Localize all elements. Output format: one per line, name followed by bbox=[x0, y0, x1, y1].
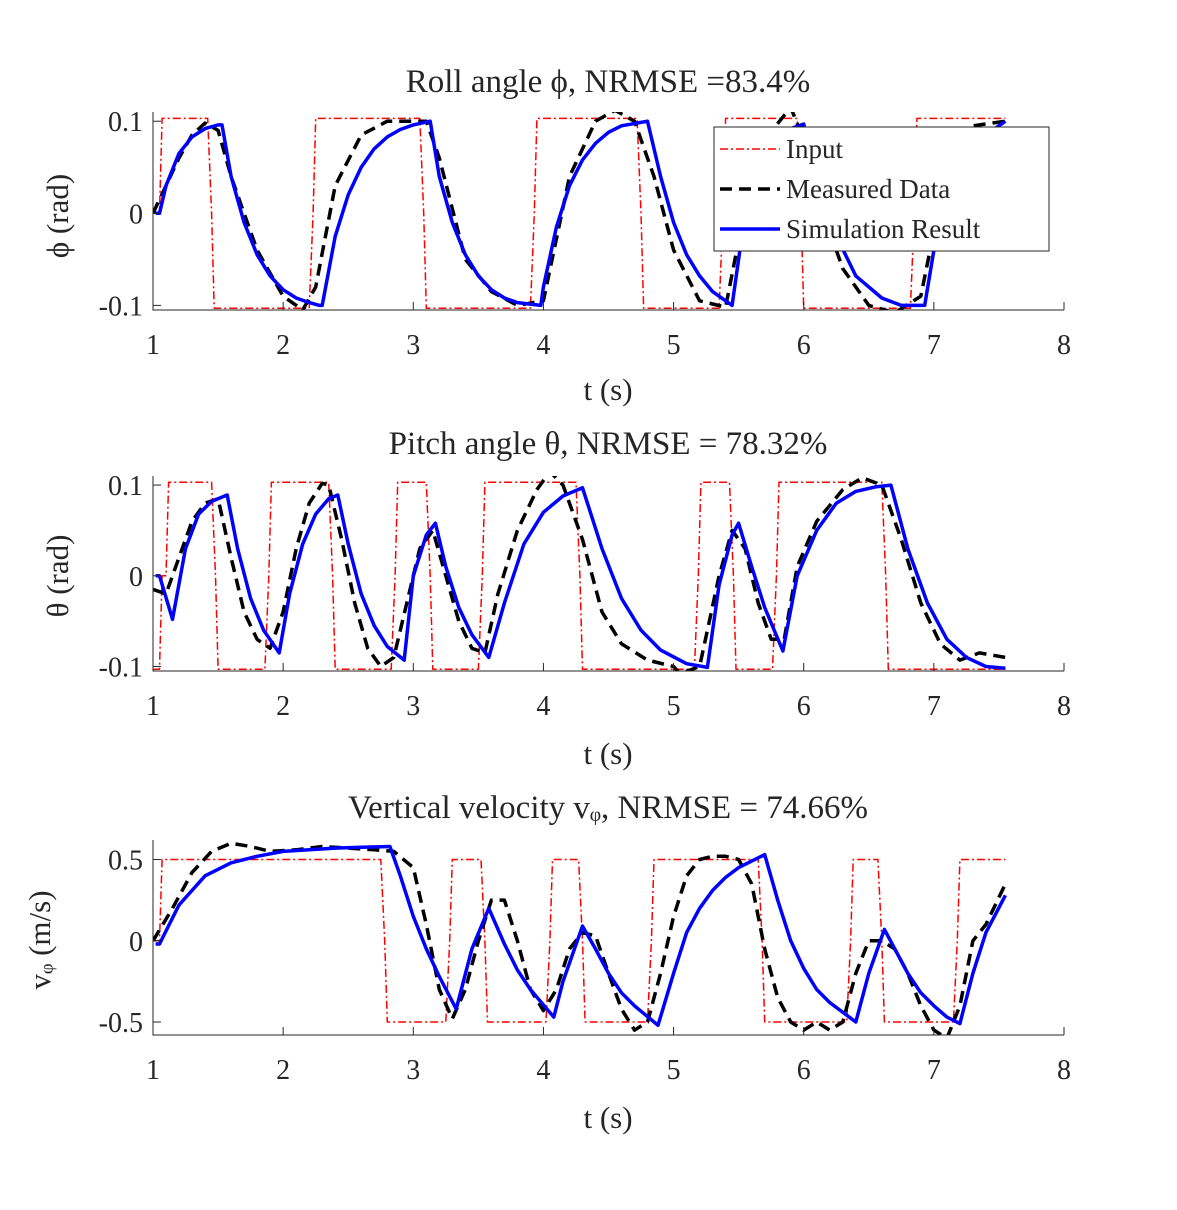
x-tick-label: 7 bbox=[927, 691, 941, 722]
y-tick-label: -0.5 bbox=[99, 1008, 143, 1039]
series-line-simulation-result bbox=[155, 844, 1007, 1028]
y-tick-label: -0.1 bbox=[99, 291, 143, 322]
x-tick-label: 8 bbox=[1057, 330, 1071, 361]
series-line-measured-data bbox=[153, 841, 1007, 1035]
y-axis-label: vᵩ (m/s) bbox=[22, 890, 57, 989]
x-tick-label: 2 bbox=[276, 1055, 290, 1086]
chart-title: Vertical velocity vᵩ, NRMSE = 74.66% bbox=[348, 790, 868, 826]
series-line-input bbox=[153, 117, 1006, 309]
series-line-input bbox=[153, 858, 1006, 1023]
chart-title: Roll angle ϕ, NRMSE =83.4% bbox=[406, 64, 810, 100]
x-tick-label: 2 bbox=[276, 330, 290, 361]
x-tick-label: 2 bbox=[276, 691, 290, 722]
series-line-input bbox=[153, 481, 1006, 670]
y-tick-label: 0 bbox=[129, 562, 143, 593]
x-tick-label: 8 bbox=[1057, 691, 1071, 722]
y-tick-label: 0.5 bbox=[108, 846, 143, 877]
x-tick-label: 1 bbox=[146, 330, 160, 361]
x-tick-label: 1 bbox=[146, 1055, 160, 1086]
x-axis-label: t (s) bbox=[583, 1100, 632, 1135]
x-tick-label: 3 bbox=[406, 691, 420, 722]
subplot-vertical-velocity: Vertical velocity vᵩ, NRMSE = 74.66% 1 2 3… bbox=[22, 790, 1071, 1135]
x-tick-label: 3 bbox=[406, 1055, 420, 1086]
y-tick-label: 0 bbox=[129, 927, 143, 958]
x-tick-label: 7 bbox=[927, 330, 941, 361]
x-tick-label: 6 bbox=[797, 330, 811, 361]
legend: Input Measured Data Simulation Result bbox=[713, 126, 1050, 252]
y-tick-label: 0.1 bbox=[108, 471, 143, 502]
x-tick-label: 4 bbox=[536, 330, 550, 361]
x-axis-label: t (s) bbox=[583, 372, 632, 407]
y-axis-label: θ (rad) bbox=[40, 535, 75, 618]
x-tick-label: 5 bbox=[667, 691, 681, 722]
subplot-pitch: Pitch angle θ, NRMSE = 78.32% 1 2 3 4 5 6 7 8 -0… bbox=[40, 426, 1071, 771]
subplot-roll: Roll angle ϕ, NRMSE =83.4% 1 2 3 4 5 6 7 8 -0.1 0… bbox=[40, 64, 1071, 407]
plot-area: 1 2 3 4 5 6 7 8 -0.5 0 0.5 bbox=[99, 840, 1071, 1086]
y-tick-label: -0.1 bbox=[99, 652, 143, 683]
x-tick-label: 3 bbox=[406, 330, 420, 361]
x-tick-label: 4 bbox=[536, 1055, 550, 1086]
series-line-simulation-result bbox=[155, 483, 1006, 671]
legend-label: Input bbox=[786, 134, 843, 164]
x-tick-label: 7 bbox=[927, 1055, 941, 1086]
x-tick-label: 6 bbox=[797, 691, 811, 722]
x-axis-label: t (s) bbox=[583, 736, 632, 771]
x-tick-label: 4 bbox=[536, 691, 550, 722]
y-axis-label: ϕ (rad) bbox=[40, 174, 75, 258]
x-tick-label: 1 bbox=[146, 691, 160, 722]
x-tick-label: 8 bbox=[1057, 1055, 1071, 1086]
chart-title: Pitch angle θ, NRMSE = 78.32% bbox=[389, 426, 828, 462]
y-tick-label: 0.1 bbox=[108, 107, 143, 138]
y-tick-label: 0 bbox=[129, 199, 143, 230]
x-tick-label: 5 bbox=[667, 1055, 681, 1086]
plot-area: 1 2 3 4 5 6 7 8 -0.1 0 0.1 bbox=[99, 471, 1071, 722]
x-tick-label: 6 bbox=[797, 1055, 811, 1086]
x-tick-label: 5 bbox=[667, 330, 681, 361]
legend-label: Simulation Result bbox=[786, 214, 981, 244]
legend-label: Measured Data bbox=[786, 174, 950, 204]
